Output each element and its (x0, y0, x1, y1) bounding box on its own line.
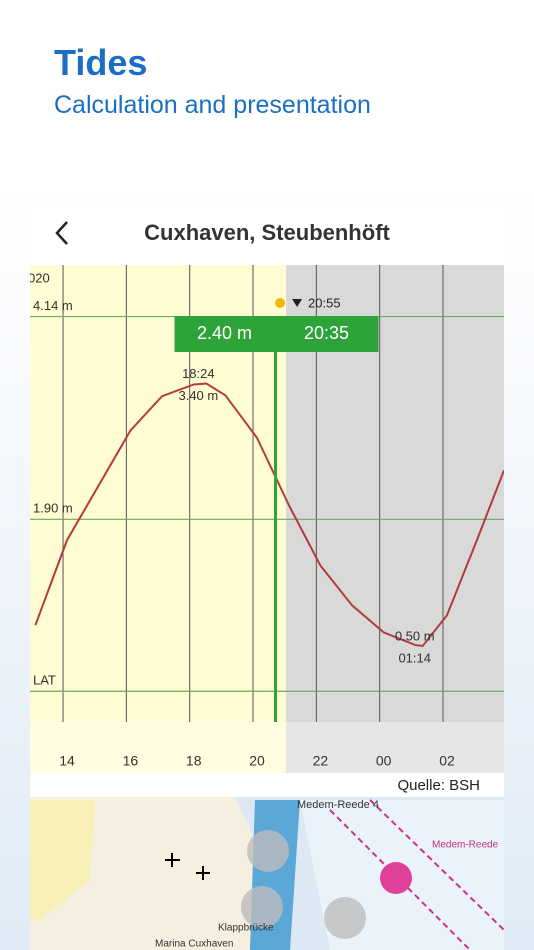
map-pin[interactable] (324, 897, 366, 939)
app-bar-title: Cuxhaven, Steubenhöft (144, 220, 390, 245)
sun-icon (275, 298, 286, 308)
high-time: 18:24 (182, 366, 215, 381)
cursor-time: 20:35 (304, 323, 349, 343)
map-area (30, 800, 95, 920)
page-title: Tides (54, 42, 148, 83)
year-fragment: 020 (28, 270, 50, 285)
back-button[interactable] (55, 221, 68, 245)
x-tick-label: 18 (186, 753, 202, 769)
source: Quelle: BSH (397, 777, 480, 794)
map-label: Medem-Reede 4 (297, 799, 379, 811)
low-value: 0.50 m (395, 628, 435, 643)
map-poi[interactable] (380, 862, 412, 894)
page-subtitle: Calculation and presentation (54, 91, 371, 119)
map-label: Marina Cuxhaven (155, 939, 233, 950)
reference-label: 4.14 m (33, 298, 73, 313)
cursor-value: 2.40 m (197, 323, 252, 343)
x-tick-label: 16 (123, 753, 139, 769)
map-pin[interactable] (247, 830, 289, 872)
reference-label: LAT (33, 673, 56, 688)
high-value: 3.40 m (178, 388, 218, 403)
tide-curve (34, 382, 504, 648)
map-marker (165, 853, 210, 880)
source-band (30, 773, 504, 797)
axis-band (30, 722, 504, 773)
tide-chart: 020 14 16 18 20 22 00 02 4.14 m 1.90 m LAT 18:24 3.4… (28, 265, 504, 797)
map-route (329, 799, 504, 950)
map-pin[interactable] (241, 886, 283, 928)
map-label: Klappbrücke (218, 923, 274, 934)
sunset-arrow (292, 299, 303, 307)
reference-label: 1.90 m (33, 501, 73, 516)
x-tick-label: 20 (249, 753, 265, 769)
x-tick-label: 14 (59, 753, 75, 769)
low-time: 01:14 (398, 650, 431, 665)
x-tick-label: 00 (376, 753, 392, 769)
x-tick-label: 02 (439, 753, 455, 769)
sunset-time: 20:55 (308, 295, 341, 310)
x-tick-label: 22 (313, 753, 329, 769)
cursor-box (174, 316, 379, 352)
map: Medem-Reede 4 Klappbrücke Marina Cuxhave… (30, 797, 504, 950)
map-label: Medem-Reede (432, 840, 499, 851)
